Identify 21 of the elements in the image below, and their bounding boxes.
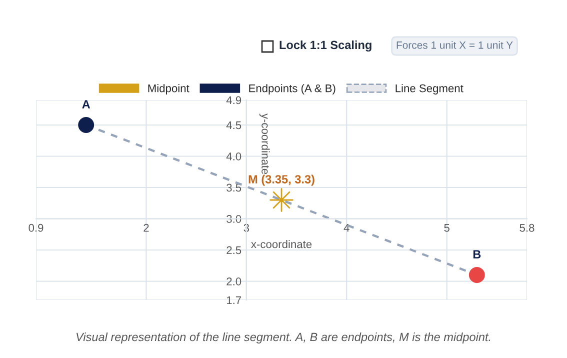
x-tick-label: 0.9 — [28, 224, 44, 232]
text: Lock 1:1 Scaling — [280, 40, 372, 52]
text: 4.0 — [226, 152, 242, 160]
x-tick-label: 5.8 — [520, 224, 534, 232]
annotation: A — [82, 100, 90, 108]
x-axis-title: x-coordinate — [251, 240, 312, 248]
x-tick-label: 5 — [444, 224, 450, 232]
legend-label: Endpoints (A & B) — [249, 84, 336, 94]
legend-label: Line Segment — [396, 84, 464, 94]
text: Visual representation of the line segment. A, B are endpoints, M is the midpoint. — [76, 332, 490, 344]
y-tick-label: 4.5 — [226, 121, 242, 130]
annotation: B — [473, 250, 481, 258]
y-tick-label: 2.5 — [226, 246, 242, 254]
legend-label: Midpoint — [148, 84, 190, 94]
text: Forces 1 unit X = 1 unit Y — [396, 41, 513, 49]
text: 2.0 — [226, 278, 242, 286]
annotation: M (3.35, 3.3) — [248, 174, 314, 186]
y-tick-label: 1.7 — [226, 296, 242, 304]
y-tick-label: 4.9 — [226, 96, 242, 104]
x-tick-label: 2 — [144, 224, 149, 232]
y-axis-title: y-coordinate — [259, 113, 270, 174]
